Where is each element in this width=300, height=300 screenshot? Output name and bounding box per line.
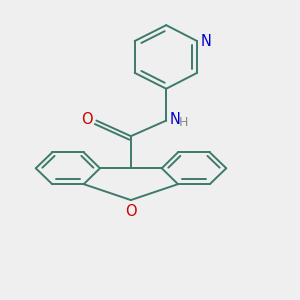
Text: O: O xyxy=(81,112,93,127)
Text: N: N xyxy=(169,112,180,127)
Text: H: H xyxy=(179,116,188,128)
Text: O: O xyxy=(125,204,137,219)
Text: N: N xyxy=(201,34,212,49)
